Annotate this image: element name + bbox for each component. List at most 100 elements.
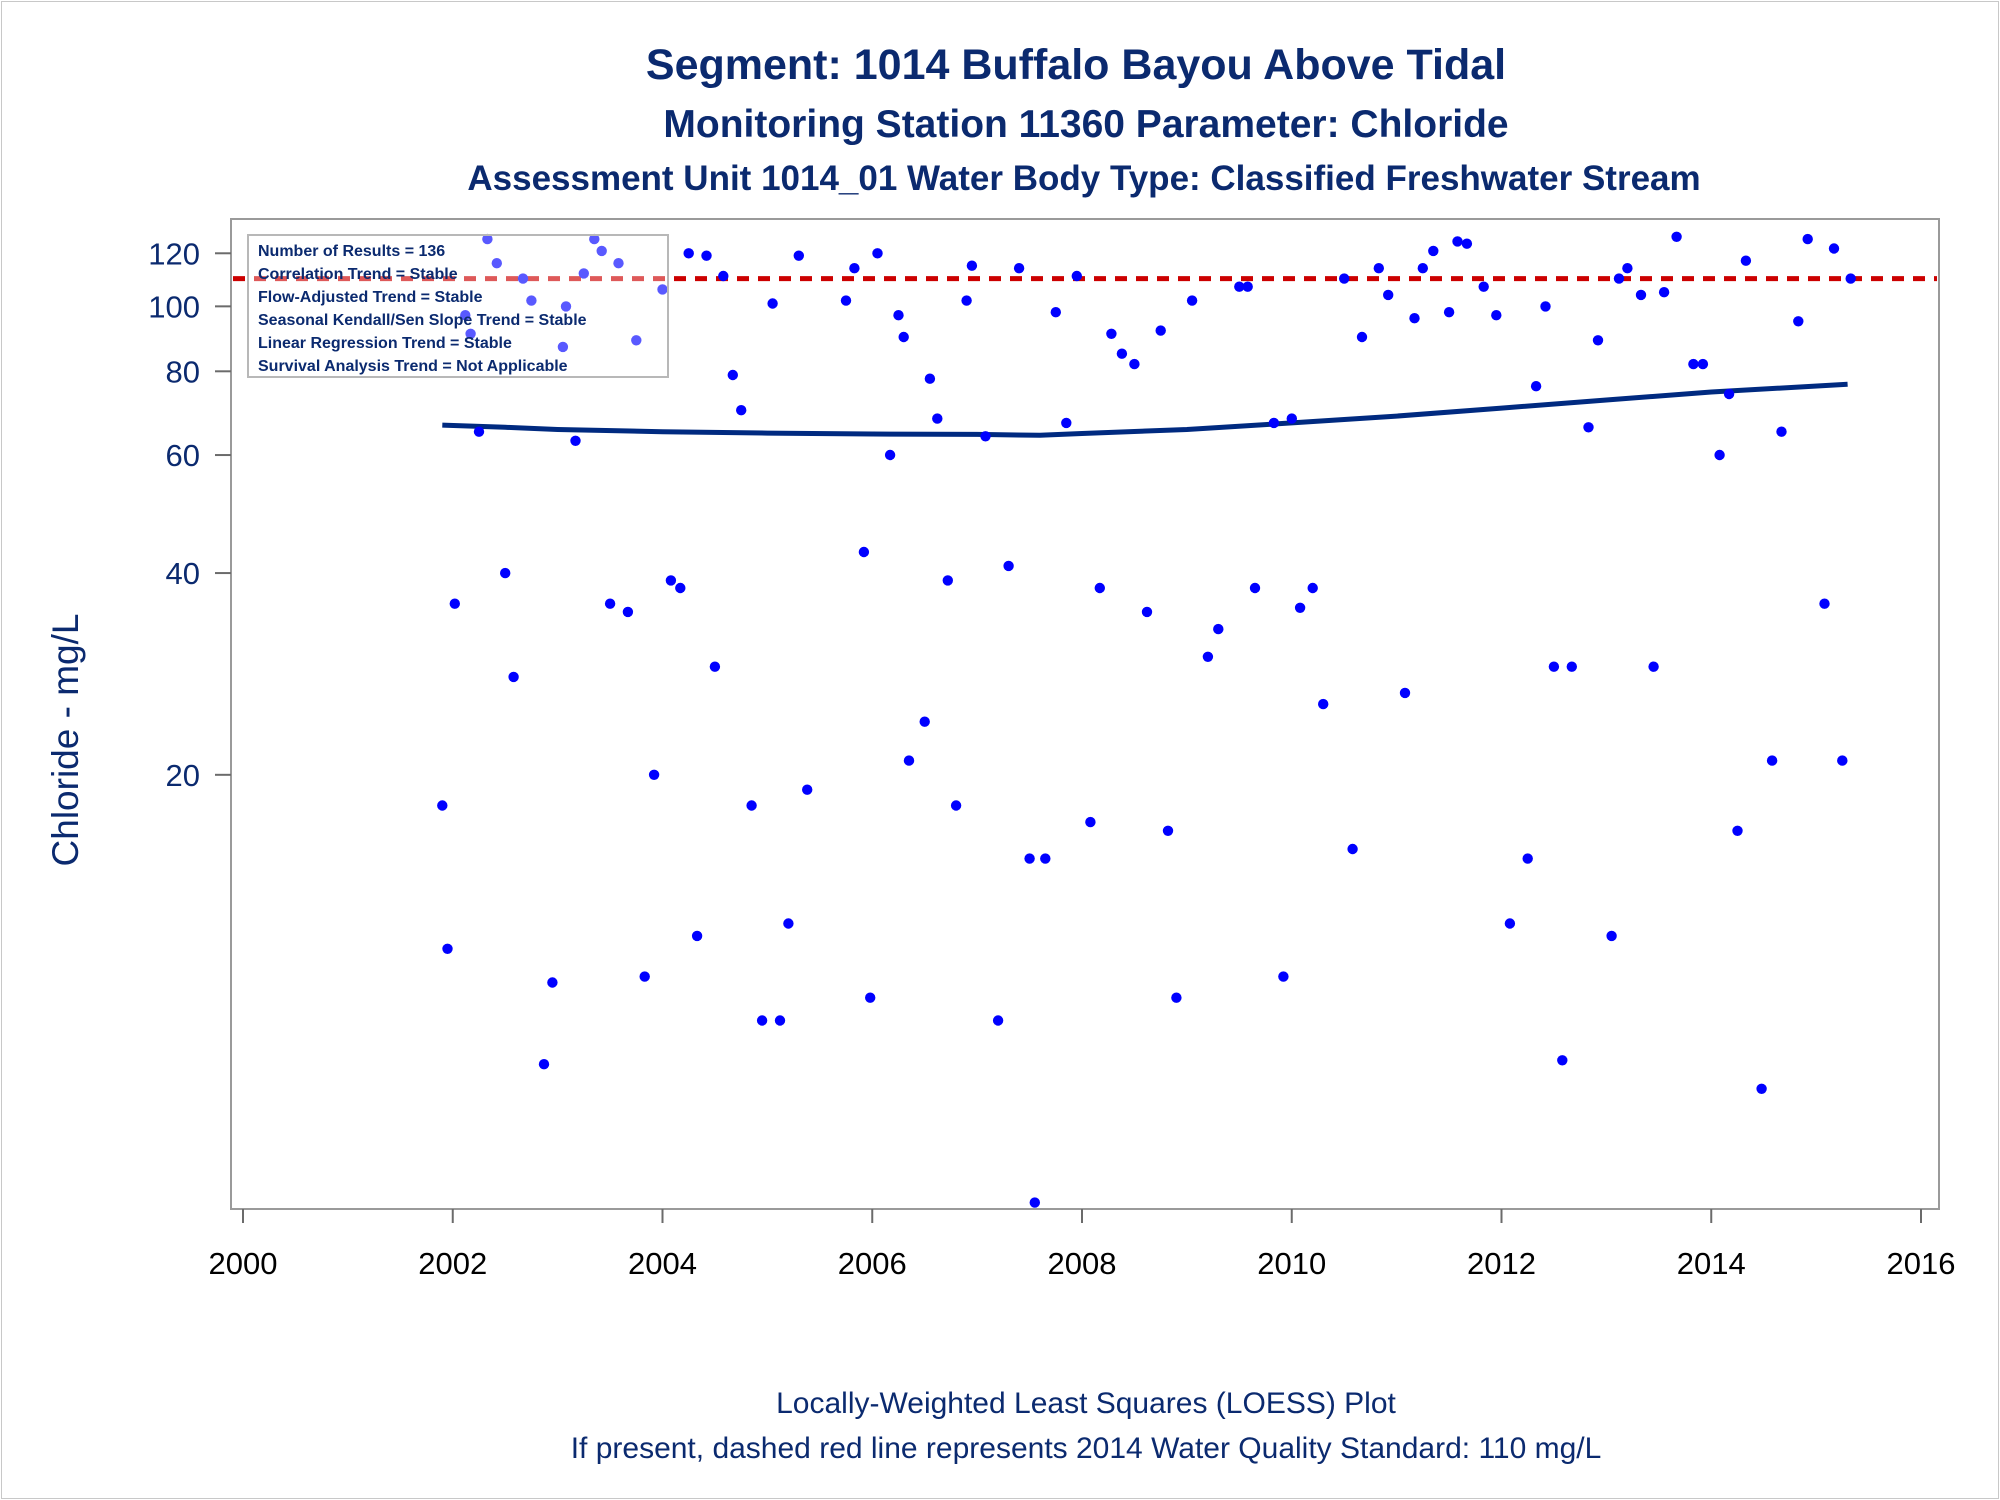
data-point bbox=[898, 331, 909, 343]
data-point bbox=[596, 245, 607, 257]
data-point bbox=[473, 426, 485, 437]
x-tick-label: 2008 bbox=[1048, 1246, 1117, 1281]
loess-trend-line bbox=[442, 381, 1848, 438]
data-point bbox=[1373, 263, 1385, 274]
data-point bbox=[736, 405, 747, 416]
data-point bbox=[1106, 328, 1117, 339]
data-point bbox=[893, 310, 904, 321]
data-point bbox=[1024, 853, 1035, 864]
data-point bbox=[701, 250, 712, 261]
data-point bbox=[746, 800, 757, 811]
data-point bbox=[1268, 417, 1280, 429]
data-point bbox=[482, 233, 493, 245]
data-point bbox=[1141, 606, 1153, 618]
data-point bbox=[1162, 825, 1174, 836]
data-point bbox=[1452, 236, 1463, 247]
footnote-loess: Locally-Weighted Least Squares (LOESS) P… bbox=[776, 1387, 1396, 1420]
data-point bbox=[1399, 687, 1411, 699]
x-tick-label: 2006 bbox=[838, 1246, 907, 1281]
data-point bbox=[1202, 651, 1214, 662]
data-point bbox=[613, 258, 624, 269]
data-point bbox=[1040, 853, 1051, 864]
x-tick-label: 2016 bbox=[1887, 1246, 1956, 1281]
data-point bbox=[966, 260, 978, 271]
data-point bbox=[1213, 623, 1224, 635]
data-point bbox=[560, 301, 572, 312]
data-point bbox=[1347, 843, 1358, 855]
stats-box-line: Correlation Trend = Stable bbox=[258, 266, 458, 283]
data-point bbox=[1278, 971, 1289, 982]
data-point bbox=[1383, 289, 1394, 301]
data-point bbox=[1688, 358, 1699, 370]
data-point bbox=[1723, 388, 1735, 400]
data-point bbox=[872, 248, 883, 259]
data-point bbox=[1029, 1197, 1041, 1208]
data-point bbox=[709, 661, 721, 672]
footnote-standard: If present, dashed red line represents 2… bbox=[571, 1432, 1602, 1465]
data-point bbox=[639, 971, 650, 982]
data-point bbox=[727, 369, 738, 381]
data-point bbox=[449, 598, 460, 609]
data-point bbox=[604, 598, 616, 609]
x-tick-label: 2010 bbox=[1257, 1246, 1326, 1281]
data-point bbox=[783, 918, 794, 929]
y-tick-label: 60 bbox=[166, 438, 200, 473]
data-point bbox=[865, 992, 876, 1003]
data-point bbox=[1766, 755, 1778, 766]
data-point bbox=[924, 373, 936, 384]
y-tick-label: 20 bbox=[166, 758, 200, 793]
data-point bbox=[858, 546, 870, 558]
data-point bbox=[980, 431, 991, 442]
data-point bbox=[1294, 602, 1306, 613]
data-point bbox=[1819, 598, 1830, 609]
data-point bbox=[1443, 307, 1455, 318]
data-point bbox=[1307, 582, 1318, 594]
x-tick-label: 2000 bbox=[209, 1246, 278, 1281]
data-point bbox=[675, 582, 686, 594]
data-point bbox=[1428, 245, 1439, 257]
y-axis: 20 40 60 80 100 120 bbox=[148, 236, 231, 793]
data-point bbox=[840, 295, 852, 306]
data-point bbox=[1085, 816, 1096, 828]
data-point bbox=[1003, 560, 1014, 572]
chart-title: Segment: 1014 Buffalo Bayou Above Tidal bbox=[646, 41, 1506, 89]
data-point bbox=[500, 567, 511, 579]
data-point bbox=[1071, 270, 1083, 282]
data-point bbox=[774, 1015, 786, 1026]
data-point bbox=[570, 435, 581, 446]
data-point bbox=[919, 716, 930, 727]
data-point bbox=[1648, 661, 1659, 672]
data-point bbox=[1802, 233, 1813, 245]
data-point bbox=[1793, 316, 1804, 327]
data-point bbox=[1171, 992, 1182, 1003]
data-point bbox=[691, 930, 703, 942]
data-point bbox=[1671, 231, 1682, 242]
data-point bbox=[1592, 335, 1604, 346]
data-point bbox=[903, 755, 915, 766]
data-point bbox=[1249, 582, 1261, 594]
data-point bbox=[767, 298, 778, 309]
data-point bbox=[442, 943, 453, 954]
data-point bbox=[1116, 348, 1128, 359]
data-point bbox=[1530, 381, 1542, 392]
chart-subtitle-station: Monitoring Station 11360 Parameter: Chlo… bbox=[663, 103, 1508, 146]
stats-box-line: Survival Analysis Trend = Not Applicable bbox=[258, 358, 568, 375]
data-point bbox=[793, 250, 804, 261]
data-point bbox=[961, 295, 972, 306]
data-point bbox=[992, 1015, 1004, 1026]
x-tick-label: 2004 bbox=[628, 1246, 697, 1281]
data-point bbox=[1242, 281, 1253, 292]
data-point bbox=[1186, 295, 1198, 306]
data-point bbox=[1845, 273, 1856, 284]
data-point bbox=[547, 977, 558, 988]
y-tick-label: 100 bbox=[148, 289, 200, 324]
chart-subtitle-assessment: Assessment Unit 1014_01 Water Body Type:… bbox=[467, 159, 1700, 198]
data-point bbox=[1540, 301, 1551, 312]
data-point bbox=[683, 248, 694, 259]
data-point bbox=[1548, 661, 1560, 672]
data-point bbox=[1504, 918, 1516, 929]
y-axis-label: Chloride - mg/L bbox=[45, 614, 86, 867]
data-point bbox=[665, 575, 677, 586]
data-points bbox=[437, 231, 1856, 1208]
